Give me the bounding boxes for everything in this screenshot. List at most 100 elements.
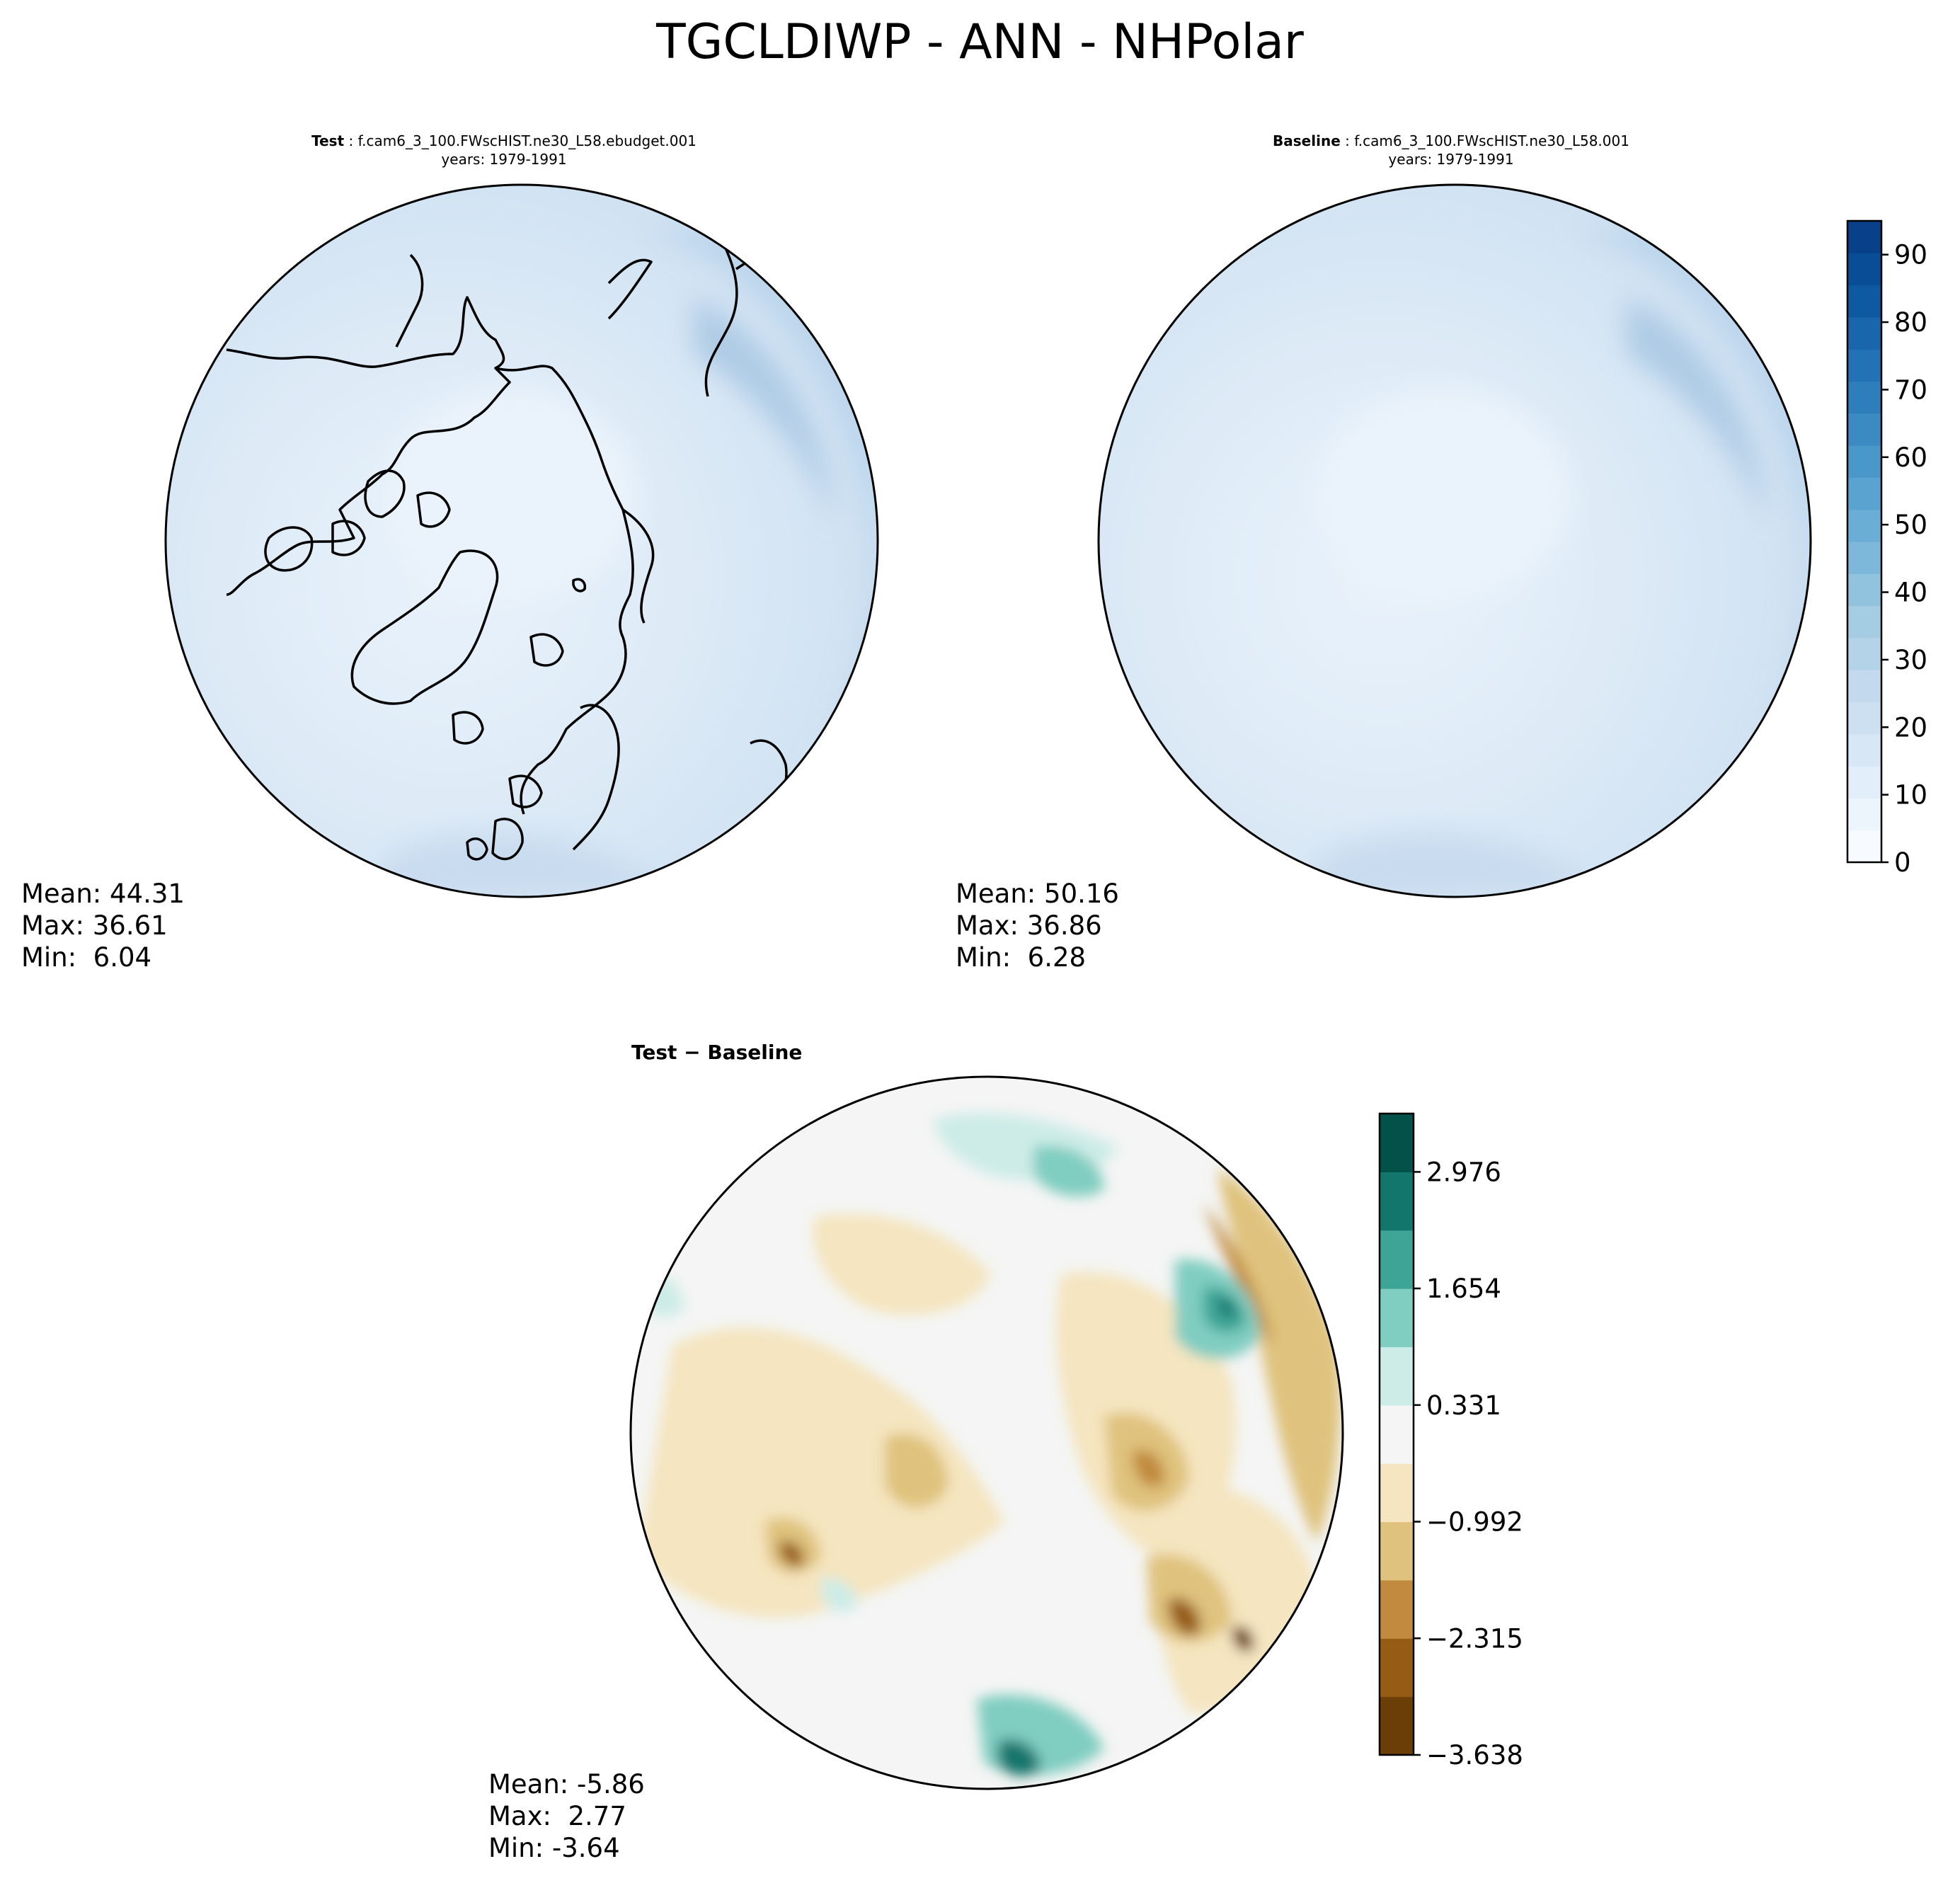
test-mean-label: Mean: <box>21 879 102 909</box>
colorbar-main-segment-4 <box>1847 702 1881 735</box>
test-stats: Mean: 44.31 Max: 36.61 Min: 6.04 <box>21 878 185 973</box>
test-sep: : <box>344 132 358 149</box>
colorbar-main-tick-label-3: 30 <box>1894 645 1927 675</box>
colorbar-main-segment-18 <box>1847 253 1881 286</box>
colorbar-main-frame <box>1846 219 1883 864</box>
diff-min-label: Min: <box>488 1833 544 1863</box>
colorbar-diff-tick-label-2: −0.992 <box>1426 1507 1523 1538</box>
diff-field-tan-7 <box>885 1433 949 1508</box>
colorbar-main-tick-label-9: 90 <box>1894 240 1927 270</box>
test-field-pacific-core <box>694 297 835 524</box>
colorbar-diff-tick-label-1: −2.315 <box>1426 1623 1523 1654</box>
diff-mean-value: -5.86 <box>577 1769 645 1800</box>
colorbar-diff-segment-6 <box>1380 1346 1414 1406</box>
colorbar-main-segment-13 <box>1847 413 1881 446</box>
colorbar-main-segment-10 <box>1847 509 1881 542</box>
baseline-mean-value: 50.16 <box>1044 879 1119 909</box>
diff-map <box>629 1075 1344 1790</box>
colorbar-main-segment-16 <box>1847 316 1881 350</box>
test-min-value: 6.04 <box>93 942 152 973</box>
colorbar-main-segment-17 <box>1847 285 1881 318</box>
baseline-min-value: 6.28 <box>1027 942 1087 973</box>
colorbar-diff-tick-label-0: −3.638 <box>1426 1740 1523 1770</box>
colorbar-main-tick-label-8: 80 <box>1894 307 1927 338</box>
colorbar-main-segment-5 <box>1847 670 1881 703</box>
colorbar-main-segment-1 <box>1847 798 1881 831</box>
colorbar-diff-segment-9 <box>1380 1172 1414 1231</box>
baseline-mean-label: Mean: <box>956 879 1036 909</box>
colorbar-main-tick-label-5: 50 <box>1894 510 1927 540</box>
figure-title: TGCLDIWP - ANN - NHPolar <box>656 14 1304 70</box>
colorbar-main-tick-label-2: 20 <box>1894 712 1927 743</box>
colorbar-main-segment-8 <box>1847 573 1881 607</box>
diff-stats: Mean: -5.86 Max: 2.77 Min: -3.64 <box>488 1768 645 1864</box>
baseline-years: years: 1979-1991 <box>1388 151 1514 168</box>
diff-field-brown-1 <box>1203 1203 1274 1345</box>
colorbar-main-segment-7 <box>1847 605 1881 639</box>
colorbar-diff-tick-label-4: 1.654 <box>1426 1274 1501 1304</box>
colorbar-main-tick-label-0: 0 <box>1894 847 1911 878</box>
test-field-pole <box>382 389 637 602</box>
colorbar-diff-segment-2 <box>1380 1579 1414 1639</box>
baseline-sep: : <box>1340 132 1355 149</box>
diff-panel-title: Test − Baseline <box>631 1041 803 1064</box>
colorbar-main-segment-3 <box>1847 733 1881 767</box>
colorbar-diff-segment-0 <box>1380 1696 1414 1756</box>
colorbar-main-tick-label-1: 10 <box>1894 780 1927 811</box>
baseline-min-label: Min: <box>956 942 1011 973</box>
test-panel-title: Test : f.cam6_3_100.FWscHIST.ne30_L58.eb… <box>164 132 844 168</box>
test-map <box>164 183 879 898</box>
colorbar-main-segment-19 <box>1847 221 1881 253</box>
test-label: Test <box>311 132 345 149</box>
baseline-label: Baseline <box>1273 132 1341 149</box>
diff-map-boundary <box>629 1075 1344 1790</box>
diff-min-value: -3.64 <box>551 1833 620 1863</box>
diff-field-tan-8 <box>1147 1554 1232 1642</box>
test-min-label: Min: <box>21 942 77 973</box>
colorbar-main-segment-9 <box>1847 542 1881 574</box>
test-max-value: 36.61 <box>92 910 168 941</box>
colorbar-main: 0 10 20 30 40 50 60 70 80 90 <box>1846 219 1927 878</box>
diff-field-teal-9 <box>821 1578 857 1613</box>
baseline-max-value: 36.86 <box>1026 910 1102 941</box>
baseline-field-pacific-core <box>1627 297 1768 524</box>
colorbar-diff-tick-label-3: 0.331 <box>1426 1390 1501 1421</box>
test-years: years: 1979-1991 <box>441 151 567 168</box>
diff-field-teal-2 <box>1033 1145 1104 1197</box>
colorbar-diff: −3.638 −2.315 −0.992 0.331 1.654 2.976 <box>1378 1112 1523 1770</box>
colorbar-main-tick-label-7: 70 <box>1894 374 1927 405</box>
colorbar-main-segment-6 <box>1847 637 1881 670</box>
colorbar-diff-segment-7 <box>1380 1288 1414 1348</box>
colorbar-diff-segment-8 <box>1380 1230 1414 1289</box>
colorbar-diff-segment-4 <box>1380 1463 1414 1523</box>
diff-field-brown-2 <box>1133 1450 1165 1487</box>
test-map-boundary <box>164 183 879 898</box>
colorbar-diff-tick-label-5: 2.976 <box>1426 1157 1501 1187</box>
test-case-name: f.cam6_3_100.FWscHIST.ne30_L58.ebudget.0… <box>357 132 697 149</box>
diff-field-brown-4 <box>1232 1626 1254 1652</box>
baseline-stats: Mean: 50.16 Max: 36.86 Min: 6.28 <box>956 878 1119 973</box>
diff-field-teal-7 <box>998 1739 1041 1776</box>
diff-mean-label: Mean: <box>488 1769 569 1800</box>
test-max-label: Max: <box>21 910 84 941</box>
colorbar-diff-segment-1 <box>1380 1638 1414 1698</box>
diff-field-tan-2 <box>813 1213 991 1315</box>
colorbar-main-segment-11 <box>1847 477 1881 510</box>
colorbar-diff-segment-5 <box>1380 1404 1414 1464</box>
colorbar-main-segment-14 <box>1847 381 1881 414</box>
baseline-field-pacific <box>1570 212 1811 849</box>
colorbar-main-segment-2 <box>1847 766 1881 799</box>
diff-field-brown-3 <box>1168 1598 1200 1635</box>
test-mean-value: 44.31 <box>110 879 185 909</box>
diff-field-tan-5 <box>1217 1168 1341 1543</box>
diff-field-brown-5 <box>779 1541 804 1567</box>
diff-max-value: 2.77 <box>559 1801 626 1831</box>
test-field-pacific <box>637 212 878 849</box>
colorbar-diff-frame <box>1378 1112 1415 1756</box>
colorbar-main-segment-15 <box>1847 349 1881 382</box>
diff-field-tan-1 <box>637 1327 1005 1618</box>
colorbar-main-tick-label-6: 60 <box>1894 442 1927 473</box>
colorbar-main-segment-0 <box>1847 830 1881 863</box>
baseline-field-pole <box>1315 389 1570 602</box>
